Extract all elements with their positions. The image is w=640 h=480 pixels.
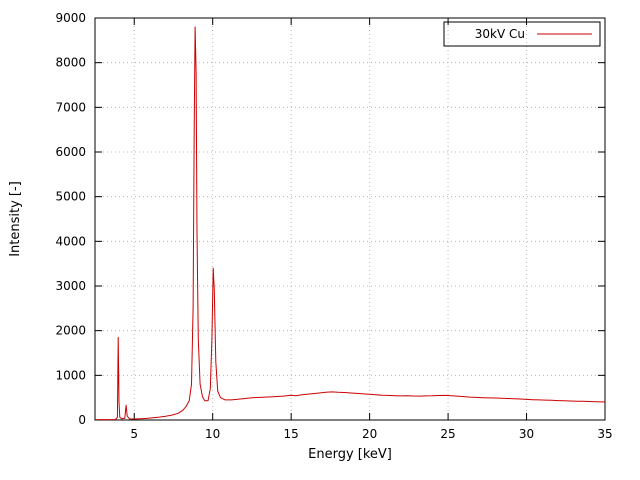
y-tick-label: 9000	[55, 11, 86, 25]
x-tick-label: 15	[284, 427, 299, 441]
y-tick-label: 3000	[55, 279, 86, 293]
x-tick-label: 25	[440, 427, 455, 441]
spectrum-line	[96, 26, 606, 421]
x-tick-label: 20	[362, 427, 377, 441]
y-tick-label: 0	[78, 413, 86, 427]
legend-label: 30kV Cu	[475, 27, 525, 41]
x-axis-label: Energy [keV]	[308, 447, 392, 462]
plot-border	[94, 17, 606, 421]
x-tick-label: 5	[130, 427, 138, 441]
x-tick-label: 30	[519, 427, 534, 441]
y-axis-label: Intensity [-]	[8, 181, 23, 257]
y-tick-label: 7000	[55, 100, 86, 114]
y-tick-label: 8000	[55, 56, 86, 70]
y-tick-label: 4000	[55, 234, 86, 248]
legend-box	[443, 21, 601, 47]
x-tick-label: 10	[205, 427, 220, 441]
y-tick-label: 6000	[55, 145, 86, 159]
x-tick-label: 35	[597, 427, 612, 441]
y-tick-label: 1000	[55, 368, 86, 382]
y-tick-label: 2000	[55, 324, 86, 338]
y-tick-label: 5000	[55, 190, 86, 204]
